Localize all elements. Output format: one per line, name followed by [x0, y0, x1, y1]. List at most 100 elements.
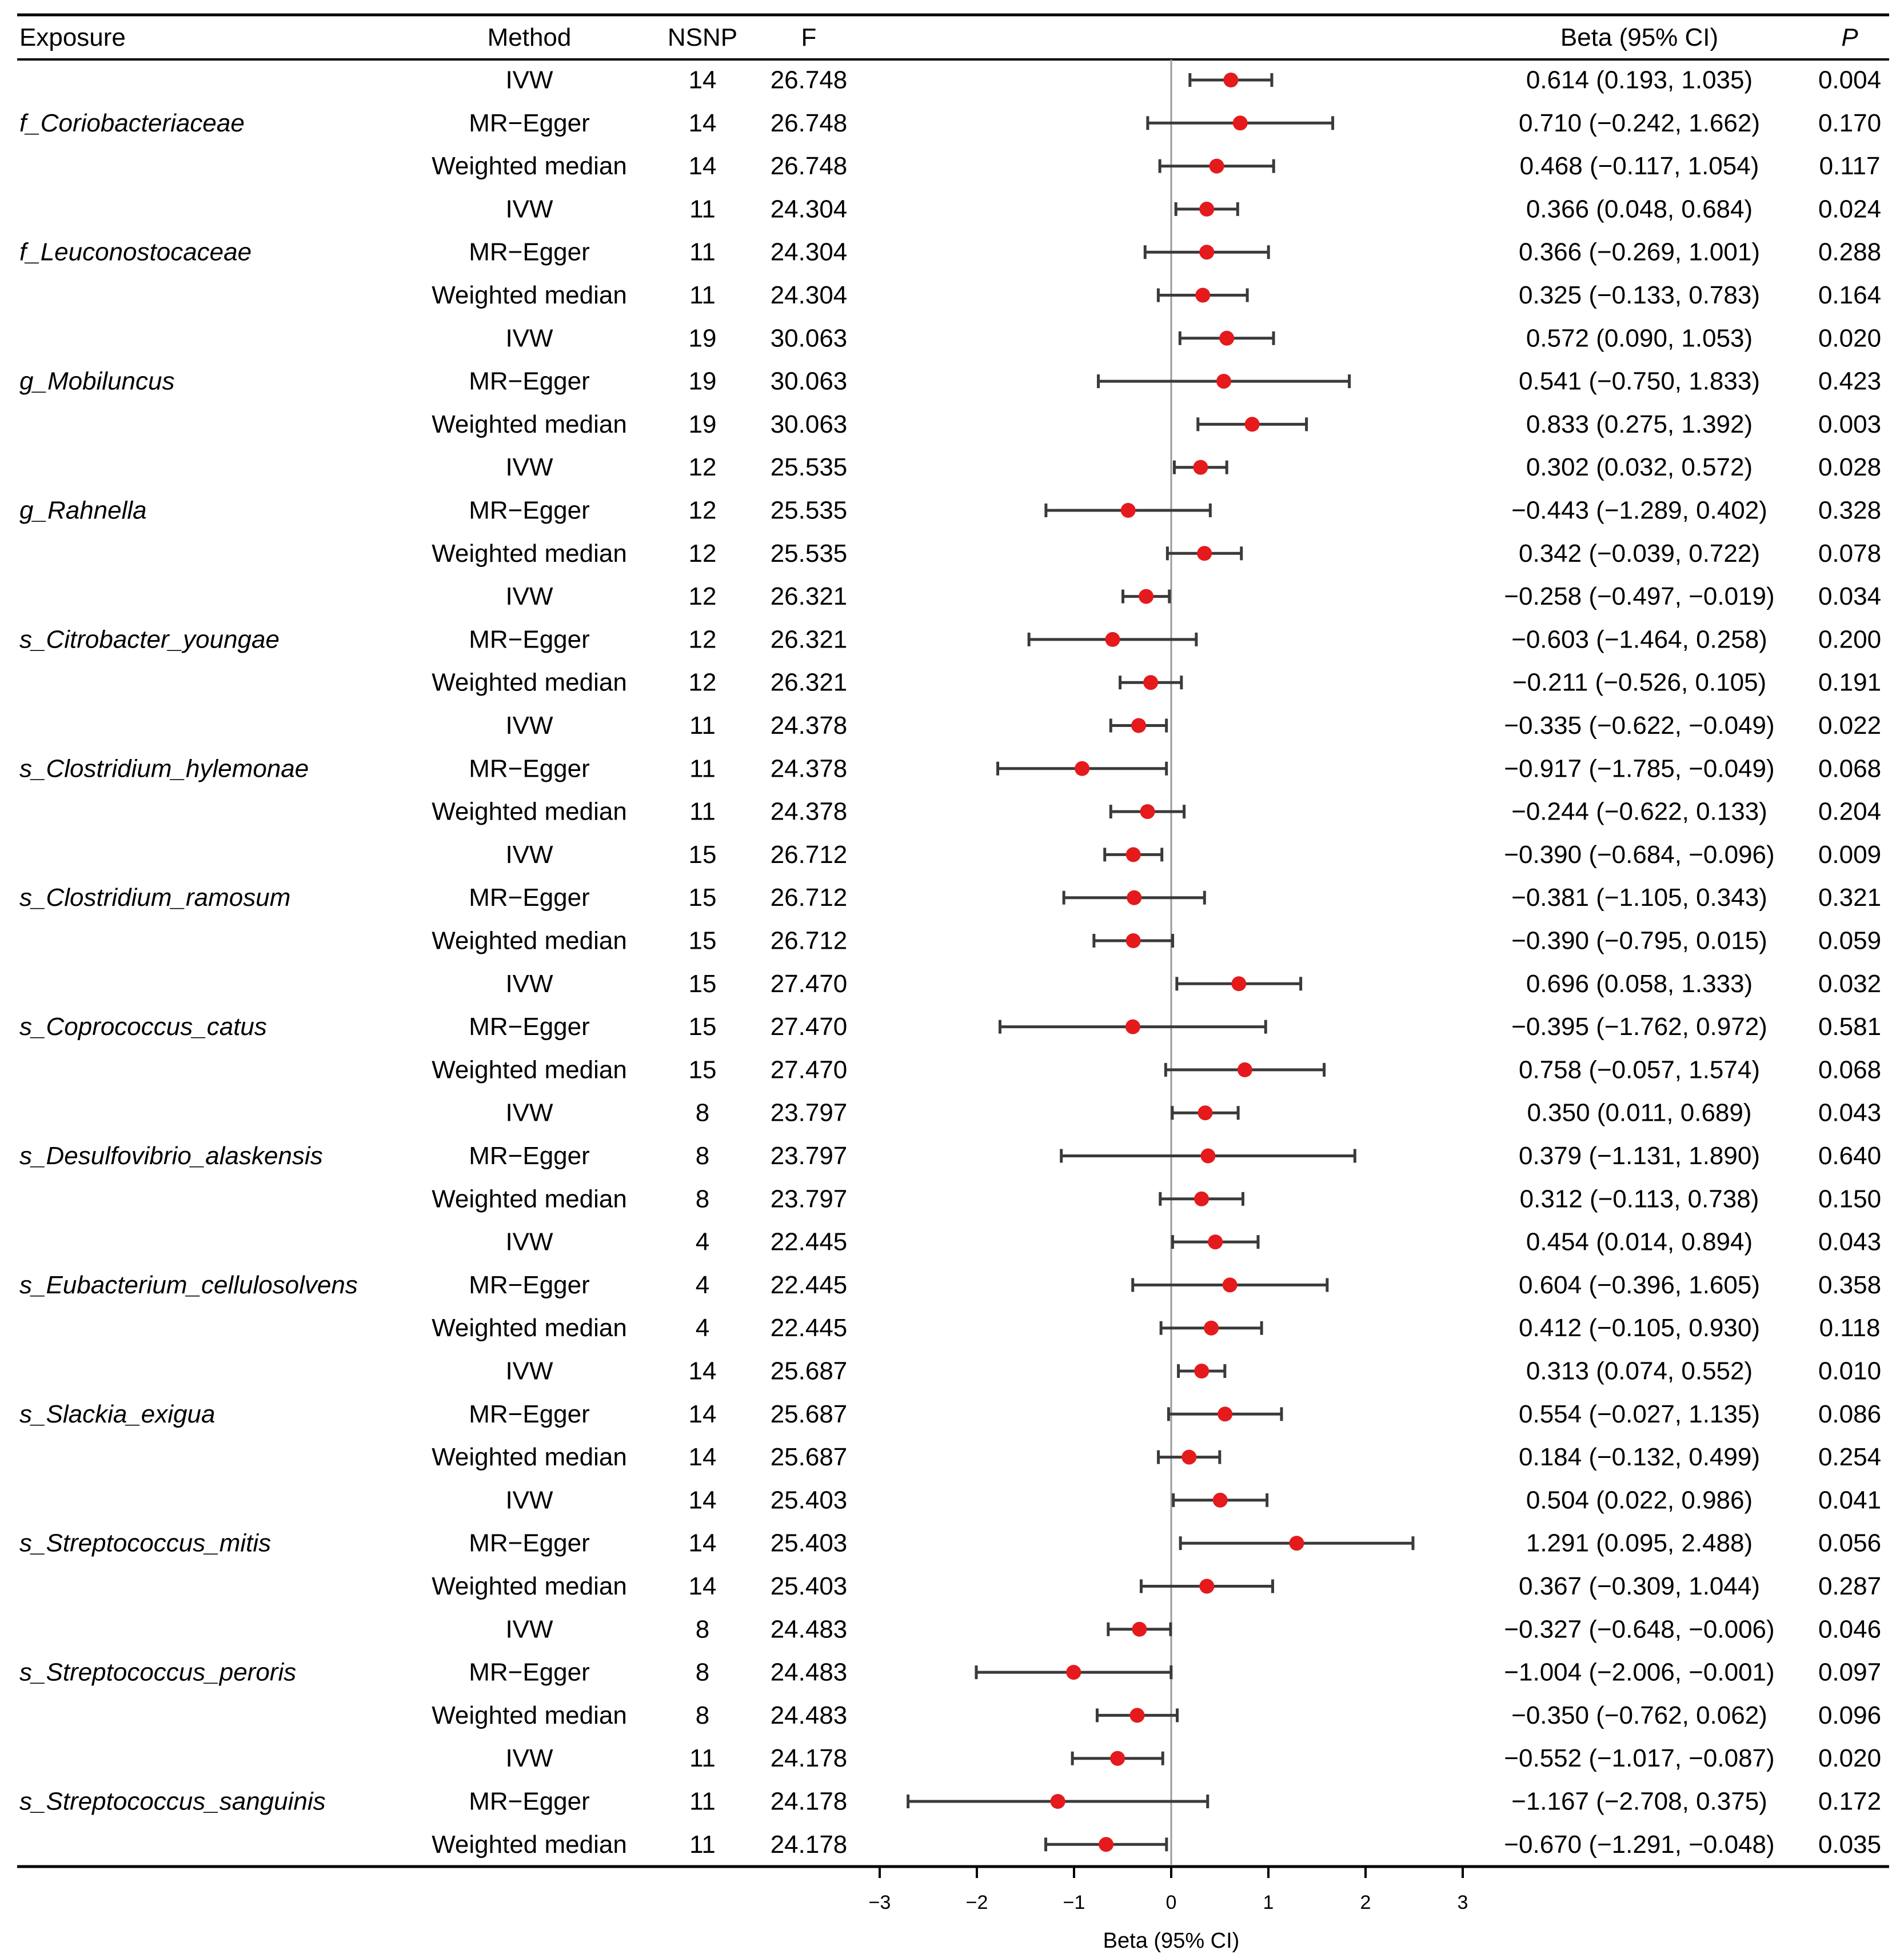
f-statistic-cell: 30.063: [771, 410, 848, 438]
beta-ci-cell: −0.395 (−1.762, 0.972): [1511, 1013, 1767, 1041]
nsnp-cell: 11: [689, 754, 716, 782]
p-value-cell: 0.287: [1818, 1572, 1881, 1600]
method-cell: MR−Egger: [469, 1659, 590, 1687]
beta-ci-cell: −0.335 (−0.622, −0.049): [1504, 712, 1774, 740]
beta-ci-cell: 0.350 (0.011, 0.689): [1527, 1099, 1751, 1127]
exposure-label: g_Mobiluncus: [19, 367, 175, 395]
nsnp-cell: 14: [689, 1443, 717, 1471]
f-statistic-cell: 25.403: [771, 1529, 848, 1557]
nsnp-cell: 14: [689, 1572, 717, 1600]
beta-point: [1289, 1536, 1304, 1551]
nsnp-cell: 11: [689, 798, 716, 826]
beta-point: [1222, 1277, 1238, 1293]
beta-point: [1216, 374, 1231, 389]
f-statistic-cell: 27.470: [771, 1013, 848, 1041]
beta-point: [1199, 1579, 1215, 1594]
p-value-cell: 0.191: [1818, 669, 1881, 697]
beta-point: [1198, 1105, 1213, 1121]
beta-ci-cell: −0.552 (−1.017, −0.087): [1504, 1744, 1774, 1772]
method-cell: MR−Egger: [469, 109, 590, 137]
beta-ci-cell: 0.468 (−0.117, 1.054): [1520, 152, 1759, 180]
nsnp-cell: 11: [689, 195, 716, 223]
exposure-label: f_Leuconostocaceae: [19, 238, 252, 266]
beta-ci-cell: 0.342 (−0.039, 0.722): [1519, 540, 1760, 568]
header-f: F: [801, 23, 817, 51]
exposure-label: s_Slackia_exigua: [19, 1400, 215, 1428]
beta-point: [1127, 890, 1142, 905]
header-nsnp: NSNP: [668, 23, 737, 51]
beta-point: [1232, 115, 1248, 131]
x-axis: −3 −2 −1 0 1 2 3: [869, 1865, 1468, 1913]
p-value-cell: 0.004: [1818, 66, 1881, 94]
nsnp-cell: 15: [689, 841, 717, 869]
p-value-cell: 0.581: [1818, 1013, 1881, 1041]
nsnp-cell: 11: [689, 281, 716, 309]
beta-ci-cell: −0.381 (−1.105, 0.343): [1511, 884, 1767, 912]
nsnp-cell: 12: [689, 453, 717, 481]
f-statistic-cell: 27.470: [771, 970, 848, 998]
beta-ci-cell: 0.302 (0.032, 0.572): [1526, 453, 1753, 481]
beta-ci-cell: −0.258 (−0.497, −0.019): [1504, 582, 1774, 610]
p-value-cell: 0.150: [1818, 1185, 1881, 1213]
method-cell: IVW: [505, 324, 553, 352]
f-statistic-cell: 24.304: [771, 238, 848, 266]
column-headers: Exposure Method NSNP F Beta (95% CI) P: [19, 23, 1858, 51]
x-tick-label: 0: [1166, 1892, 1177, 1913]
method-cell: IVW: [505, 1486, 553, 1514]
beta-point: [1143, 675, 1159, 690]
method-cell: Weighted median: [432, 152, 627, 180]
beta-point: [1223, 73, 1239, 87]
f-statistic-cell: 24.378: [771, 798, 848, 826]
f-statistic-cell: 24.378: [771, 754, 848, 782]
f-statistic-cell: 30.063: [771, 324, 848, 352]
beta-ci-cell: 0.313 (0.074, 0.552): [1526, 1357, 1753, 1385]
beta-ci-cell: 0.758 (−0.057, 1.574): [1519, 1056, 1760, 1084]
method-cell: IVW: [505, 453, 553, 481]
f-statistic-cell: 23.797: [771, 1142, 848, 1170]
p-value-cell: 0.068: [1818, 754, 1881, 782]
beta-ci-cell: −0.917 (−1.785, −0.049): [1504, 754, 1774, 782]
f-statistic-cell: 25.687: [771, 1400, 848, 1428]
f-statistic-cell: 27.470: [771, 1056, 848, 1084]
beta-ci-cell: 0.366 (−0.269, 1.001): [1519, 238, 1760, 266]
exposure-label: s_Streptococcus_mitis: [19, 1529, 271, 1557]
beta-point: [1075, 761, 1090, 776]
beta-point: [1199, 201, 1215, 217]
nsnp-cell: 19: [689, 367, 717, 395]
method-cell: IVW: [505, 1744, 553, 1772]
estimate-points: [1050, 73, 1304, 1852]
nsnp-cell: 14: [689, 1400, 717, 1428]
method-cell: Weighted median: [432, 1056, 627, 1084]
method-cell: MR−Egger: [469, 754, 590, 782]
p-value-cell: 0.423: [1818, 367, 1881, 395]
f-statistic-cell: 30.063: [771, 367, 848, 395]
beta-point: [1099, 1837, 1114, 1852]
exposure-label: s_Coprococcus_catus: [19, 1013, 267, 1041]
beta-point: [1193, 459, 1208, 475]
nsnp-cell: 19: [689, 324, 717, 352]
f-statistic-cell: 22.445: [771, 1271, 848, 1299]
p-value-cell: 0.172: [1818, 1788, 1881, 1816]
nsnp-cell: 14: [689, 152, 717, 180]
beta-point: [1209, 158, 1224, 174]
nsnp-cell: 8: [696, 1142, 709, 1170]
method-cell: Weighted median: [432, 1185, 627, 1213]
method-cell: Weighted median: [432, 1443, 627, 1471]
nsnp-cell: 11: [689, 1788, 716, 1816]
x-tick-label: −1: [1063, 1892, 1085, 1913]
method-cell: Weighted median: [432, 281, 627, 309]
p-value-cell: 0.118: [1819, 1314, 1881, 1342]
exposure-label: f_Coriobacteriaceae: [19, 109, 245, 137]
nsnp-cell: 4: [696, 1314, 709, 1342]
beta-point: [1125, 933, 1141, 948]
method-cell: IVW: [505, 1099, 553, 1127]
beta-ci-cell: 0.367 (−0.309, 1.044): [1519, 1572, 1760, 1600]
f-statistic-cell: 26.321: [771, 625, 848, 653]
beta-point: [1195, 287, 1211, 303]
beta-point: [1197, 546, 1212, 561]
exposure-label: s_Citrobacter_youngae: [19, 625, 280, 653]
beta-point: [1050, 1794, 1065, 1809]
nsnp-cell: 8: [696, 1185, 709, 1213]
method-cell: IVW: [505, 66, 553, 94]
method-cell: Weighted median: [432, 1831, 627, 1859]
